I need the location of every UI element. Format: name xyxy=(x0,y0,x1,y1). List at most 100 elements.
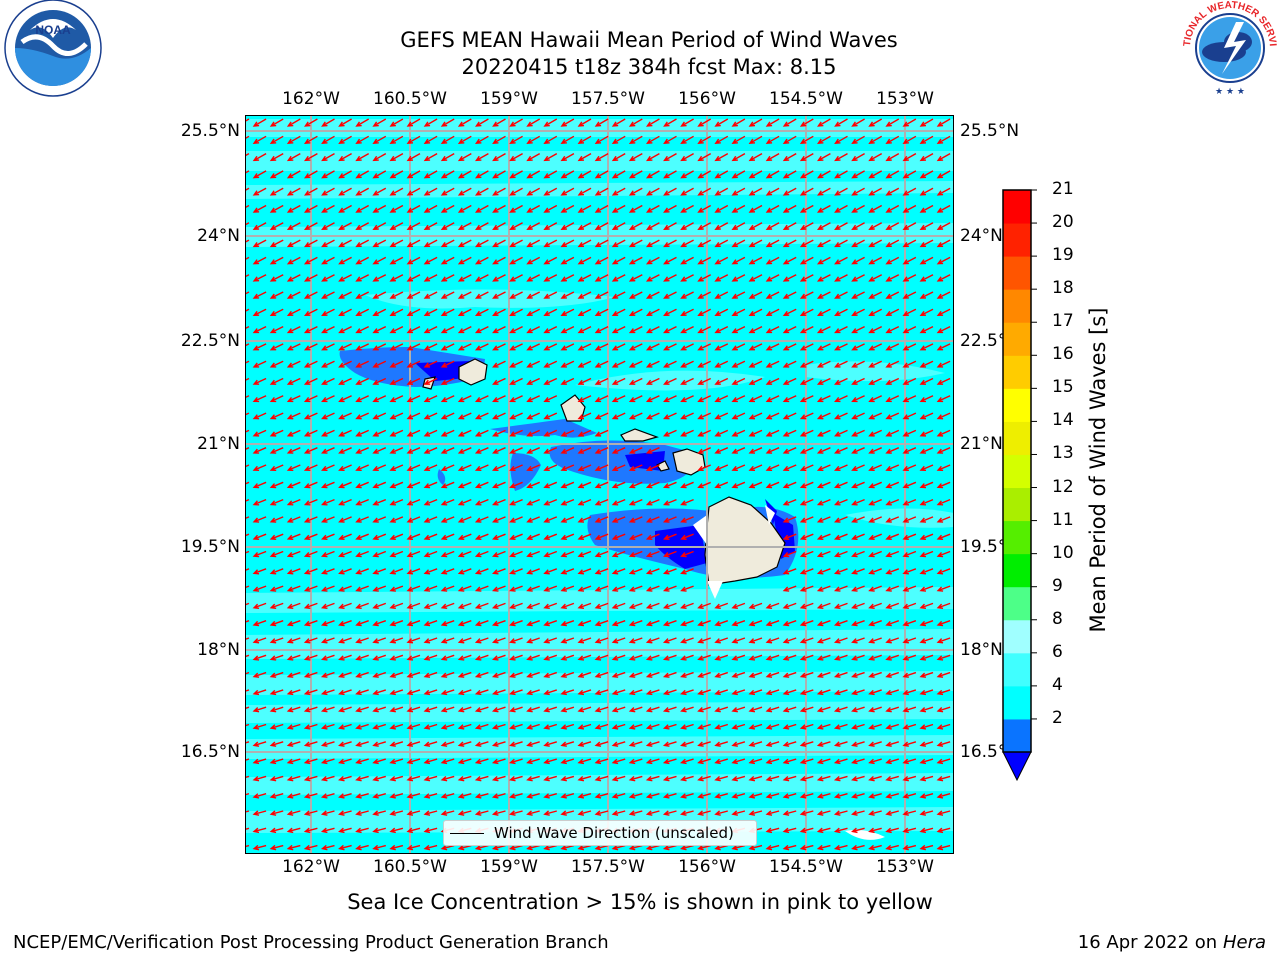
colorbar-segment xyxy=(1003,586,1031,621)
map-legend: Wind Wave Direction (unscaled) xyxy=(443,820,757,846)
wind-arrow xyxy=(509,585,523,592)
wind-arrow xyxy=(372,602,387,609)
wind-arrow xyxy=(645,602,660,609)
wind-arrow xyxy=(338,447,352,454)
wind-arrow xyxy=(338,308,352,316)
wind-arrow xyxy=(628,291,643,299)
wind-arrow xyxy=(440,429,455,437)
wind-arrow xyxy=(252,758,267,765)
wind-arrow xyxy=(389,170,404,179)
wind-arrow xyxy=(303,464,318,472)
wind-arrow xyxy=(594,689,609,696)
wind-arrow xyxy=(611,568,626,575)
wind-arrow xyxy=(731,291,746,299)
wind-arrow xyxy=(594,481,609,489)
wind-arrow xyxy=(748,775,763,782)
wind-arrow xyxy=(731,325,746,334)
wind-arrow xyxy=(697,620,711,627)
wind-arrow xyxy=(748,395,763,403)
wind-arrow xyxy=(697,723,711,730)
wind-arrow xyxy=(320,844,335,851)
wind-arrow xyxy=(628,533,643,541)
wind-arrow xyxy=(765,395,780,403)
wind-arrow xyxy=(474,152,489,162)
wind-arrow xyxy=(817,135,831,144)
wind-arrow xyxy=(286,481,301,489)
wind-arrow xyxy=(509,568,523,575)
wind-arrow xyxy=(765,741,780,747)
wind-arrow xyxy=(680,377,694,385)
wind-arrow xyxy=(731,204,746,213)
wind-arrow xyxy=(748,447,763,454)
wind-arrow xyxy=(748,706,763,713)
wind-arrow xyxy=(645,256,660,265)
wind-arrow xyxy=(885,550,900,558)
wind-arrow xyxy=(440,844,455,851)
wind-arrow xyxy=(245,654,250,658)
colorbar xyxy=(1002,189,1037,782)
wind-arrow xyxy=(885,706,900,713)
wind-arrow xyxy=(765,620,780,627)
wind-arrow xyxy=(663,170,677,179)
wind-arrow xyxy=(355,412,369,420)
wind-arrow xyxy=(245,671,250,675)
wind-arrow xyxy=(252,256,267,265)
wind-arrow xyxy=(543,377,558,385)
wind-arrow xyxy=(252,793,267,799)
wind-arrow xyxy=(868,135,883,144)
wind-arrow xyxy=(663,118,677,127)
colorbar-segment xyxy=(1003,454,1031,489)
wind-arrow xyxy=(372,412,387,420)
wind-arrow xyxy=(389,793,404,799)
wind-arrow xyxy=(355,810,369,816)
wind-arrow xyxy=(628,377,643,385)
wind-arrow xyxy=(714,239,729,248)
wind-arrow xyxy=(628,464,643,472)
wind-arrow xyxy=(645,637,660,644)
wind-arrow xyxy=(851,671,865,678)
wind-arrow xyxy=(252,533,267,541)
wind-arrow xyxy=(474,568,489,575)
wind-arrow xyxy=(799,412,814,420)
wind-arrow xyxy=(338,274,352,282)
wind-arrow xyxy=(577,343,592,351)
wind-arrow xyxy=(885,654,900,661)
wind-arrow xyxy=(492,395,506,403)
wind-arrow xyxy=(286,723,301,730)
wind-arrow xyxy=(457,793,472,799)
wind-arrow xyxy=(799,256,814,265)
wind-arrow xyxy=(885,637,900,644)
wind-arrow xyxy=(492,256,506,265)
wind-arrow xyxy=(919,498,934,506)
wind-arrow xyxy=(834,412,848,420)
wind-arrow xyxy=(303,308,318,316)
wind-arrow xyxy=(269,187,284,196)
wind-arrow xyxy=(440,239,455,248)
wind-arrow xyxy=(457,135,472,144)
lat-label-left: 21°N xyxy=(197,434,240,454)
wind-arrow xyxy=(885,204,900,213)
wind-arrow xyxy=(833,689,848,696)
wind-arrow xyxy=(885,377,900,385)
wind-arrow xyxy=(423,568,438,575)
wind-arrow xyxy=(526,844,540,851)
wind-arrow xyxy=(936,291,951,299)
wind-arrow xyxy=(389,844,404,851)
wind-arrow xyxy=(423,360,438,368)
wind-arrow xyxy=(338,239,352,248)
wind-arrow xyxy=(834,343,848,351)
wind-arrow xyxy=(245,222,250,226)
wind-arrow xyxy=(457,412,472,420)
wind-arrow xyxy=(509,637,523,644)
wind-arrow xyxy=(509,395,523,403)
wind-arrow xyxy=(662,689,677,696)
wind-arrow xyxy=(611,481,626,489)
wind-arrow xyxy=(851,498,865,506)
wind-arrow xyxy=(269,118,284,127)
wind-arrow xyxy=(936,118,951,127)
wind-arrow xyxy=(645,568,660,575)
wind-arrow xyxy=(782,152,797,162)
wind-arrow xyxy=(628,118,643,127)
wind-arrow xyxy=(492,135,506,144)
wind-arrow xyxy=(834,464,848,472)
